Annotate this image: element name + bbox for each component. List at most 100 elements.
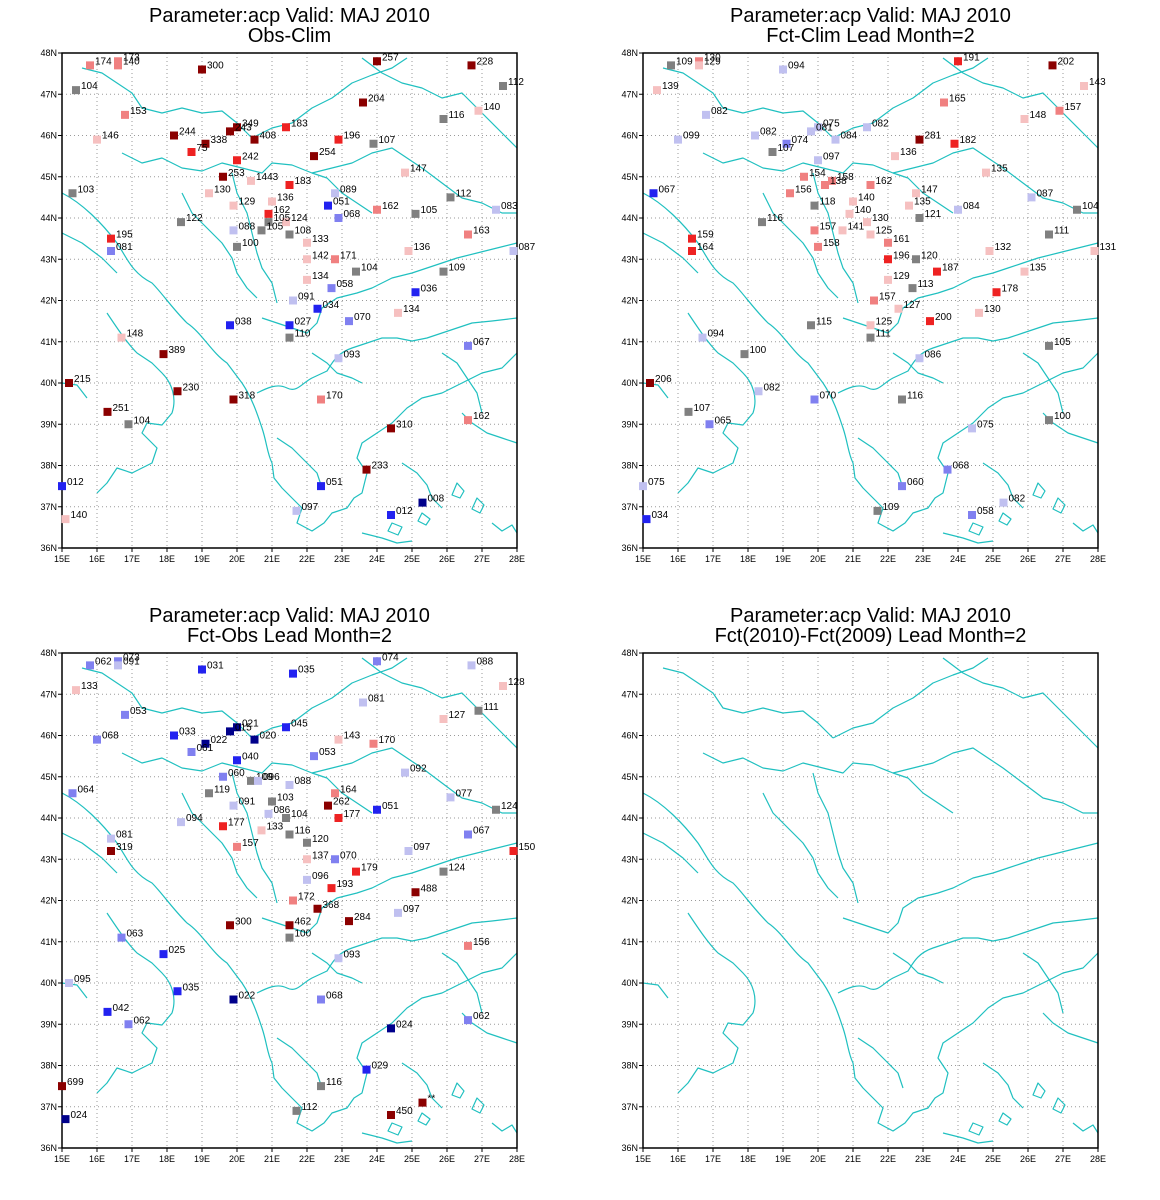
lon-tick-label: 26E (1020, 554, 1036, 564)
station-value: 068 (344, 209, 361, 220)
station-marker (313, 304, 322, 313)
station-value: 081 (368, 694, 385, 705)
station-value: 137 (312, 850, 329, 861)
lat-tick-label: 39N (40, 419, 57, 429)
station-marker (891, 152, 899, 161)
station-marker (285, 321, 294, 330)
station-marker (86, 661, 94, 670)
station-marker (362, 1065, 371, 1074)
lat-tick-label: 44N (40, 813, 57, 823)
station-value: 148 (127, 329, 144, 340)
station-value: 087 (519, 242, 536, 253)
station-marker (198, 665, 206, 674)
station-marker (898, 395, 906, 404)
lat-tick-label: 47N (621, 89, 638, 99)
station-marker (884, 238, 892, 247)
station-value: 244 (179, 127, 196, 138)
lat-tick-label: 45N (40, 172, 57, 182)
station-marker (219, 822, 227, 831)
station-marker (499, 682, 507, 690)
station-marker (257, 226, 266, 235)
station-value: 462 (295, 916, 312, 927)
station-marker (331, 189, 339, 198)
station-value: 063 (127, 929, 144, 940)
station-value: 172 (298, 892, 315, 903)
lat-tick-label: 42N (40, 296, 57, 306)
station-marker (345, 917, 353, 926)
lat-tick-label: 38N (621, 461, 638, 471)
station-marker (352, 867, 360, 876)
station-value: 035 (298, 665, 315, 676)
lon-tick-label: 19E (194, 1154, 210, 1164)
station-value: 068 (953, 461, 970, 472)
station-value: 163 (473, 226, 490, 237)
station-marker (72, 686, 80, 695)
station-marker (1020, 267, 1029, 276)
station-marker (870, 296, 878, 305)
station-marker (117, 933, 126, 942)
lon-tick-label: 22E (299, 1154, 315, 1164)
station-marker (926, 317, 934, 326)
station-marker (814, 123, 822, 132)
station-value: 109 (449, 263, 466, 274)
station-value: 318 (239, 391, 256, 402)
station-value: 120 (312, 834, 329, 845)
station-marker (950, 139, 959, 148)
station-value: 164 (340, 784, 357, 795)
lat-tick-label: 38N (621, 1061, 638, 1071)
station-value: 161 (893, 234, 910, 245)
lon-tick-label: 18E (740, 554, 756, 564)
lat-tick-label: 40N (40, 378, 57, 388)
station-marker (695, 57, 703, 66)
station-marker (317, 482, 325, 491)
station-marker (68, 789, 77, 798)
station-marker (107, 834, 115, 843)
station-value: 133 (267, 821, 284, 832)
lat-tick-label: 43N (40, 854, 57, 864)
station-value: 104 (1082, 201, 1099, 212)
station-value: 107 (379, 135, 396, 146)
station-value: 105 (267, 221, 284, 232)
station-marker (359, 698, 367, 707)
station-value: 097 (823, 151, 840, 162)
station-marker (705, 420, 714, 429)
station-marker (310, 152, 318, 161)
station-value: 125 (876, 316, 893, 327)
lon-tick-label: 15E (635, 1154, 651, 1164)
lon-tick-label: 19E (194, 554, 210, 564)
station-marker (782, 139, 791, 148)
station-marker (170, 731, 178, 740)
station-marker (285, 781, 294, 789)
station-marker (282, 218, 290, 227)
station-value: 104 (361, 263, 378, 274)
station-marker (373, 657, 381, 666)
station-value: 074 (792, 135, 809, 146)
station-marker (292, 506, 301, 515)
lat-tick-label: 41N (621, 937, 638, 947)
lon-tick-label: 26E (439, 554, 455, 564)
station-value: 319 (116, 842, 133, 853)
station-marker (65, 979, 73, 987)
station-value: 075 (823, 118, 840, 129)
station-value: 103 (78, 184, 95, 195)
station-value: 140 (71, 510, 88, 521)
station-marker (310, 752, 318, 761)
station-marker (866, 321, 875, 330)
station-marker (915, 135, 924, 144)
station-marker (317, 995, 325, 1004)
station-marker (814, 156, 822, 165)
station-marker (807, 127, 815, 136)
station-value: 109 (256, 772, 273, 783)
station-marker (103, 407, 112, 416)
station-marker (264, 218, 273, 227)
station-value: 196 (344, 131, 361, 142)
station-marker (229, 201, 238, 210)
station-value: 091 (298, 292, 315, 303)
station-marker (303, 238, 311, 247)
lon-tick-label: 15E (54, 1154, 70, 1164)
station-value: 196 (893, 250, 910, 261)
station-value: 450 (396, 1106, 413, 1117)
station-marker (894, 304, 903, 313)
station-marker (285, 333, 294, 342)
